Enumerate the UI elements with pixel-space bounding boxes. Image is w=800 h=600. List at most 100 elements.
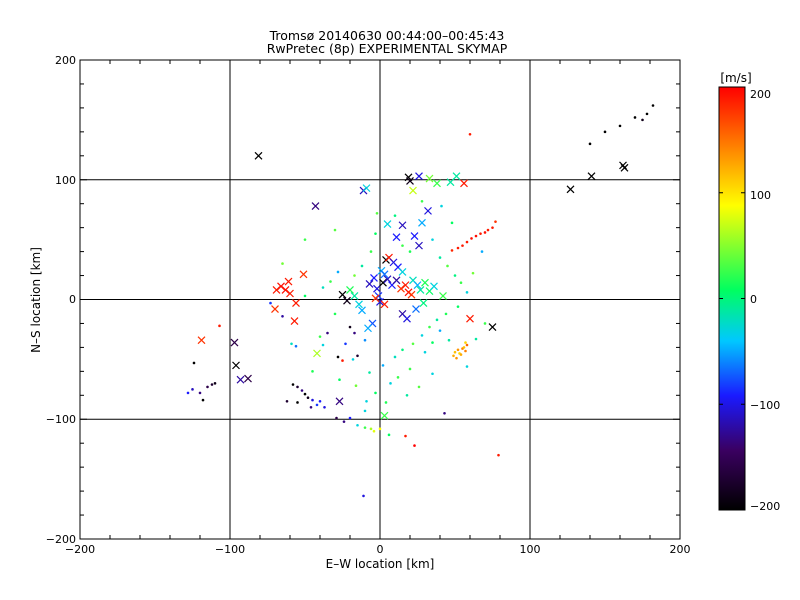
colorbar-tick-label: 0: [750, 293, 757, 306]
cross-stroke: [379, 278, 387, 287]
cross-stroke: [397, 284, 405, 293]
data-point-dot: [491, 226, 494, 229]
axis-ticks: [79, 59, 681, 540]
data-point-dot: [618, 124, 622, 128]
data-point-dot: [303, 238, 307, 241]
data-point-dot: [641, 118, 644, 122]
cross-stroke: [415, 172, 423, 181]
cross-stroke: [392, 276, 401, 285]
data-point-cross: [290, 317, 299, 325]
data-point-dot: [456, 305, 460, 308]
cross-stroke: [385, 253, 393, 262]
data-point-cross: [380, 300, 389, 309]
cross-stroke: [392, 233, 401, 242]
data-point-dot: [309, 405, 313, 409]
data-point-dot: [483, 231, 487, 234]
data-point-cross: [292, 299, 300, 308]
data-point-dot: [393, 214, 397, 217]
cross-stroke: [335, 397, 344, 406]
data-point-dot: [206, 385, 209, 389]
data-point-cross: [197, 336, 206, 345]
cross-stroke: [466, 314, 474, 323]
data-point-cross: [421, 278, 429, 287]
data-point-dot: [431, 372, 434, 376]
data-point-cross: [409, 186, 417, 195]
data-point-cross: [343, 296, 351, 305]
data-point-dot: [464, 349, 467, 353]
data-point-dot: [450, 221, 454, 225]
cross-stroke: [232, 361, 240, 370]
data-point-dot: [333, 312, 337, 316]
colorbar: [m/s] 200 100 0 −100 −200: [718, 71, 780, 513]
cross-stroke: [281, 285, 290, 294]
data-point-cross: [362, 184, 371, 193]
data-point-dot: [420, 200, 424, 203]
data-point-dot: [474, 234, 478, 238]
data-point-cross: [383, 275, 392, 284]
cross-stroke: [299, 270, 308, 279]
data-point-dot: [387, 433, 391, 437]
cross-stroke: [277, 282, 285, 291]
data-point-dot: [342, 420, 346, 423]
data-point-dot: [353, 274, 356, 277]
data-point-dot: [443, 411, 446, 415]
colorbar-tick-label: −100: [750, 399, 780, 412]
cross-stroke: [358, 306, 366, 315]
data-point-cross: [364, 324, 372, 333]
data-point-dot: [452, 354, 455, 358]
cross-stroke: [380, 300, 389, 309]
data-point-dot: [446, 264, 449, 268]
data-point-dot: [456, 246, 460, 250]
data-point-cross: [346, 285, 354, 294]
data-point-cross: [452, 172, 461, 181]
data-point-dot: [198, 391, 202, 395]
cross-stroke: [313, 349, 321, 358]
cross-stroke: [412, 305, 420, 314]
data-point-dot: [461, 244, 464, 247]
cross-stroke: [398, 268, 407, 276]
data-point-dot: [338, 378, 341, 382]
cross-stroke: [619, 161, 627, 170]
data-point-cross: [587, 172, 596, 181]
data-point-dot: [465, 365, 469, 368]
data-point-dot: [645, 112, 649, 116]
cross-stroke: [425, 174, 434, 183]
cross-stroke: [244, 374, 252, 383]
data-point-dot: [326, 331, 329, 335]
data-point-cross: [373, 284, 381, 293]
cross-stroke: [410, 232, 419, 240]
cross-stroke: [433, 179, 441, 188]
cross-stroke: [230, 338, 239, 347]
colorbar-tick-label: 100: [750, 189, 771, 202]
data-point-dot: [323, 405, 326, 409]
x-tick-label: −100: [215, 543, 245, 556]
data-point-dot: [438, 256, 442, 259]
colorbar-ticks: [719, 86, 745, 511]
data-point-dot: [303, 294, 307, 298]
data-point-cross: [419, 299, 428, 308]
cross-stroke: [421, 278, 429, 287]
data-point-cross: [460, 179, 468, 188]
data-point-dot: [303, 392, 307, 396]
data-point-cross: [398, 221, 407, 230]
data-point-cross: [311, 202, 320, 211]
data-point-cross: [371, 294, 380, 303]
data-point-dot: [348, 325, 352, 329]
data-point-cross: [272, 285, 281, 294]
cross-stroke: [587, 172, 596, 181]
grid-lines: [80, 60, 680, 539]
data-point-cross: [425, 174, 434, 183]
data-point-dot: [459, 281, 463, 285]
data-point-dot: [369, 427, 373, 431]
data-point-dot: [438, 329, 442, 332]
cross-stroke: [389, 258, 398, 267]
x-axis-label: E–W location [km]: [326, 557, 435, 571]
data-point-dot: [311, 370, 314, 373]
colorbar-tick-label: 200: [750, 88, 771, 101]
data-point-dot: [384, 401, 388, 404]
cross-stroke: [406, 177, 414, 185]
cross-stroke: [254, 151, 263, 160]
cross-stroke: [409, 186, 417, 195]
cross-stroke: [292, 299, 300, 308]
cross-stroke: [350, 291, 359, 300]
